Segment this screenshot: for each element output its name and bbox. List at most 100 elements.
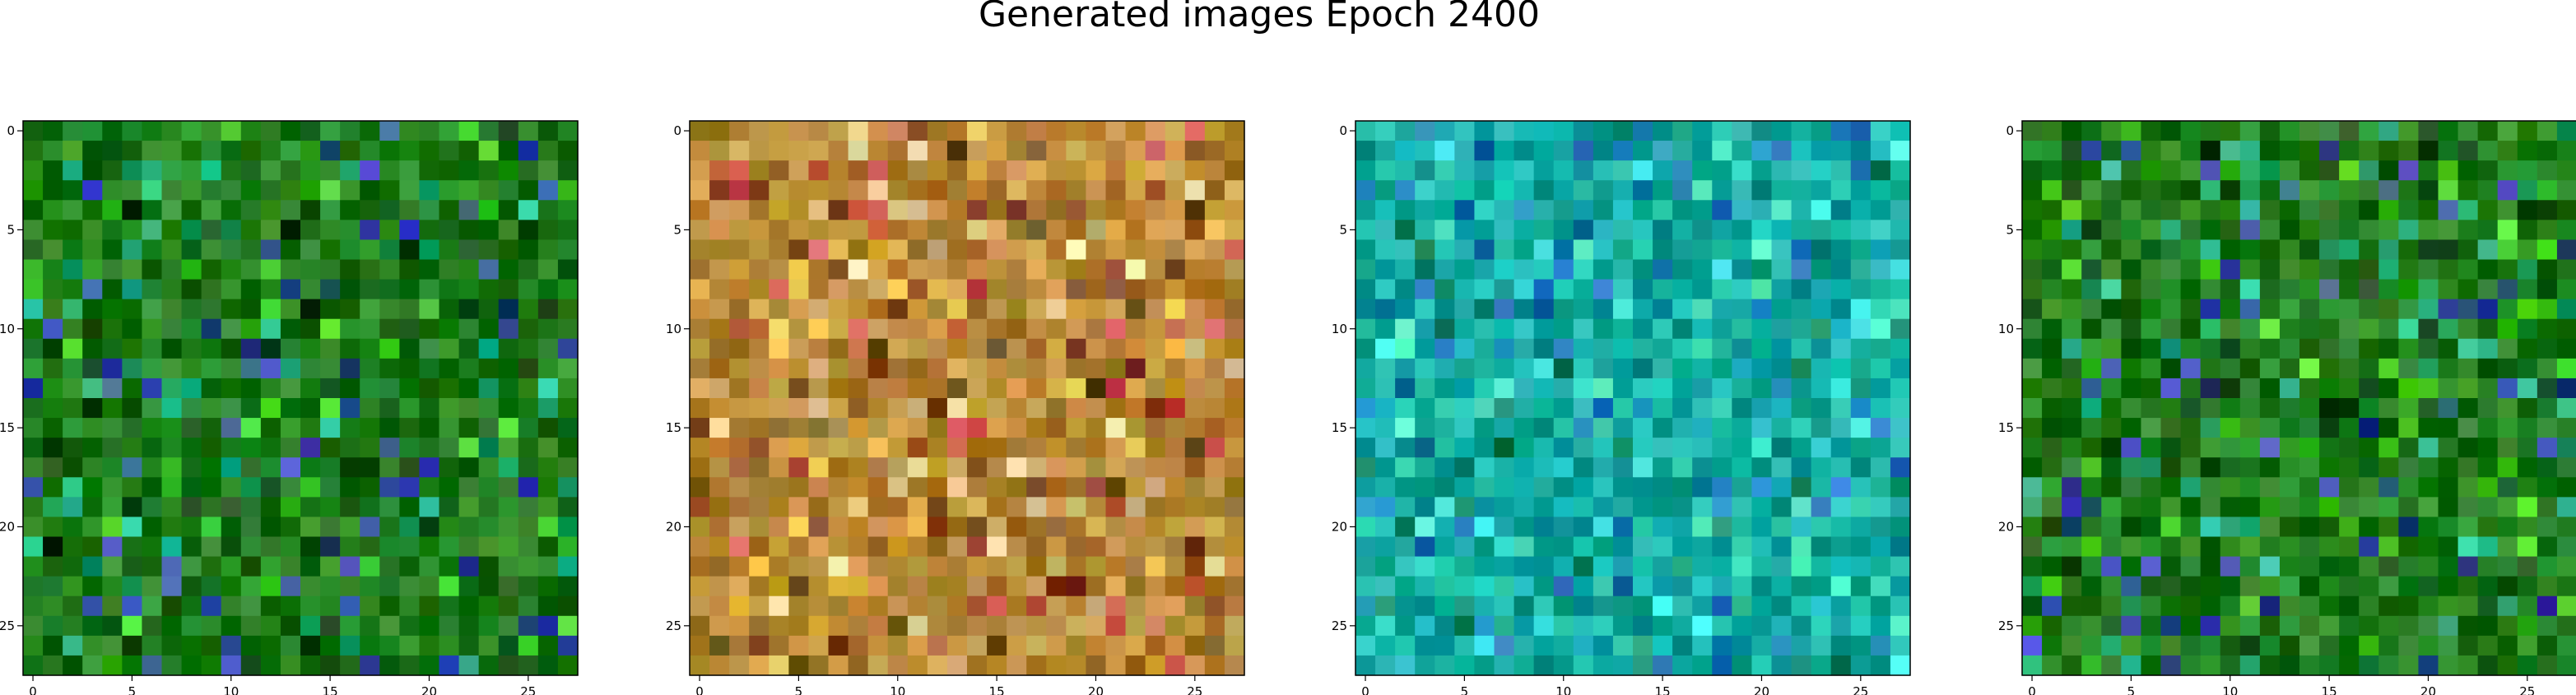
pixel-cell [1653,477,1673,498]
pixel-cell [2160,239,2182,261]
pixel-cell [1890,279,1911,300]
pixel-cell [458,180,480,201]
pixel-cell [1811,121,1832,141]
pixel-cell [1046,160,1067,181]
pixel-cell [2378,180,2399,201]
pixel-cell [1105,635,1127,656]
pixel-cell [2101,655,2122,676]
y-tick-label: 5 [1339,222,1347,237]
pixel-cell [2141,517,2162,538]
pixel-cell [478,556,500,577]
pixel-cell [1791,318,1812,340]
pixel-cell [122,536,143,558]
pixel-cell [1533,121,1555,141]
pixel-cell [181,517,202,538]
pixel-cell [1224,200,1245,220]
pixel-cell [1105,655,1127,676]
pixel-cell [1612,358,1634,379]
pixel-cell [379,239,400,261]
pixel-cell [63,497,83,518]
pixel-cell [1204,200,1225,220]
pixel-cell [867,160,889,181]
pixel-cell [2180,259,2202,280]
pixel-cell [2536,180,2558,201]
pixel-cell [1751,655,1773,676]
pixel-cell [1165,180,1186,201]
pixel-cell [887,615,909,637]
pixel-cell [1125,279,1146,300]
pixel-cell [828,655,849,676]
pixel-cell [987,180,1007,201]
pixel-cell [2081,358,2102,379]
pixel-cell [1165,497,1186,518]
pixel-cell [2022,220,2043,241]
pixel-cell [1434,141,1455,161]
pixel-cell [458,536,480,558]
pixel-cell [887,220,909,241]
pixel-cell [1771,358,1793,379]
pixel-cell [2536,398,2558,419]
pixel-cell [2200,418,2221,438]
pixel-cell [1890,160,1911,181]
pixel-cell [2220,418,2241,438]
pixel-cell [788,338,810,359]
pixel-cell [1415,318,1435,340]
pixel-cell [2062,338,2082,359]
pixel-cell [1593,655,1614,676]
pixel-cell [709,477,730,498]
pixel-cell [260,595,281,617]
pixel-cell [201,279,222,300]
pixel-cell [201,318,222,340]
pixel-cell [280,398,301,419]
pixel-cell [1355,497,1376,518]
pixel-cell [1165,398,1186,419]
pixel-cell [142,438,163,458]
pixel-cell [1184,595,1206,617]
pixel-cell [102,457,123,478]
pixel-cell [848,418,869,438]
pixel-cell [320,279,341,300]
pixel-cell [300,556,321,577]
pixel-cell [987,338,1007,359]
pixel-cell [201,358,222,379]
pixel-cell [1474,398,1495,419]
pixel-cell [1771,141,1793,161]
pixel-cell [419,457,440,478]
pixel-cell [848,517,869,538]
pixel-cell [1494,576,1515,597]
pixel-cell [2517,220,2538,241]
pixel-cell [2339,180,2360,201]
pixel-cell [2160,536,2182,558]
pixel-cell [1633,200,1653,220]
pixel-cell [967,378,988,399]
pixel-cell [240,576,262,597]
pixel-cell [320,318,341,340]
pixel-cell [729,239,750,261]
pixel-cell [729,318,750,340]
pixel-cell [828,556,849,577]
pixel-cell [2517,180,2538,201]
pixel-cell [1890,378,1911,399]
pixel-cell [1791,457,1812,478]
pixel-cell [399,556,421,577]
pixel-cell [2121,536,2142,558]
pixel-cell [43,299,63,320]
pixel-cell [63,180,83,201]
pixel-cell [360,418,380,438]
pixel-cell [2220,318,2241,340]
pixel-cell [2042,220,2062,241]
pixel-cell [1712,457,1732,478]
pixel-cell [1224,517,1245,538]
pixel-cell [1395,536,1416,558]
pixel-cell [1454,635,1476,656]
pixel-cell [946,141,968,161]
pixel-cell [2359,576,2379,597]
pixel-cell [2438,259,2459,280]
pixel-cell [1514,358,1535,379]
pixel-cell [300,121,321,141]
x-tick-label: 15 [323,684,338,695]
pixel-cell [1454,220,1476,241]
pixel-cell [360,615,380,637]
pixel-cell [2339,576,2360,597]
pixel-cell [2121,160,2142,181]
